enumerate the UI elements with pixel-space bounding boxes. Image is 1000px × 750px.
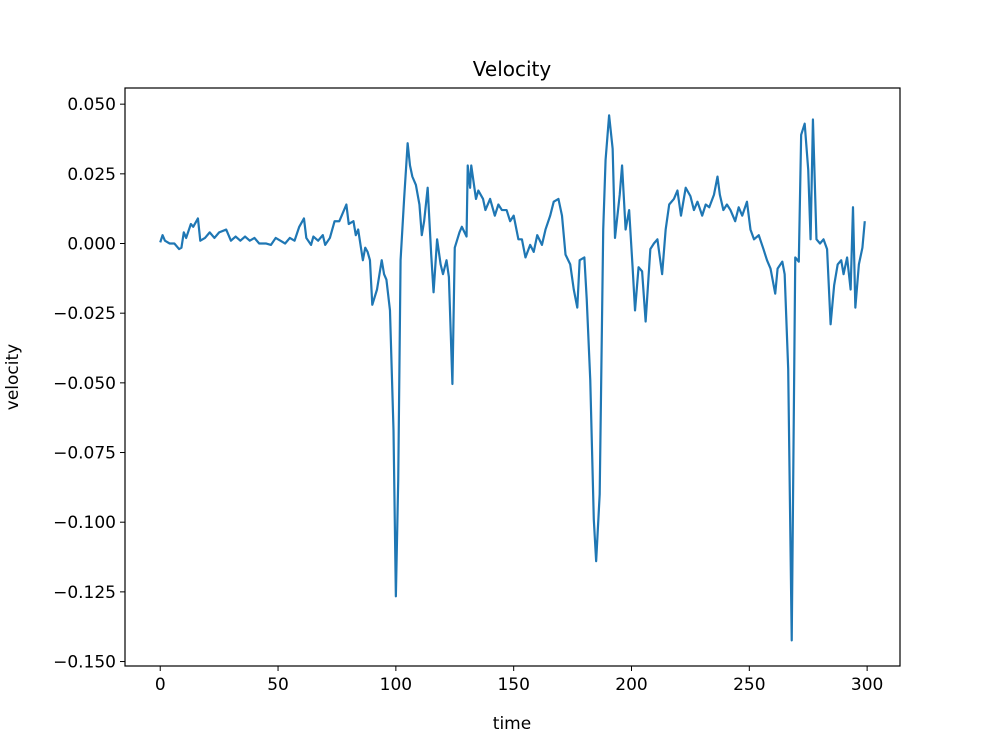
y-tick-label: −0.050 — [53, 374, 116, 394]
y-tick-label: 0.050 — [67, 95, 116, 115]
x-tick-label: 300 — [851, 675, 883, 695]
y-tick-label: 0.025 — [67, 165, 116, 185]
x-tick-label: 50 — [267, 675, 289, 695]
x-tick-label: 150 — [497, 675, 529, 695]
x-tick-label: 250 — [733, 675, 765, 695]
y-axis-label: velocity — [3, 344, 23, 410]
y-tick-label: −0.100 — [53, 513, 116, 533]
x-tick-label: 200 — [615, 675, 647, 695]
plot-frame — [124, 87, 901, 667]
line-series — [159, 114, 866, 642]
x-tick-label: 100 — [380, 675, 412, 695]
x-tick-label: 0 — [155, 675, 166, 695]
y-tick-label: −0.075 — [53, 444, 116, 464]
y-tick-label: −0.025 — [53, 304, 116, 324]
y-tick-label: −0.150 — [53, 653, 116, 673]
y-tick-label: −0.125 — [53, 583, 116, 603]
chart-title: Velocity — [473, 57, 552, 81]
y-tick-label: 0.000 — [67, 235, 116, 255]
x-axis-label: time — [493, 714, 531, 734]
